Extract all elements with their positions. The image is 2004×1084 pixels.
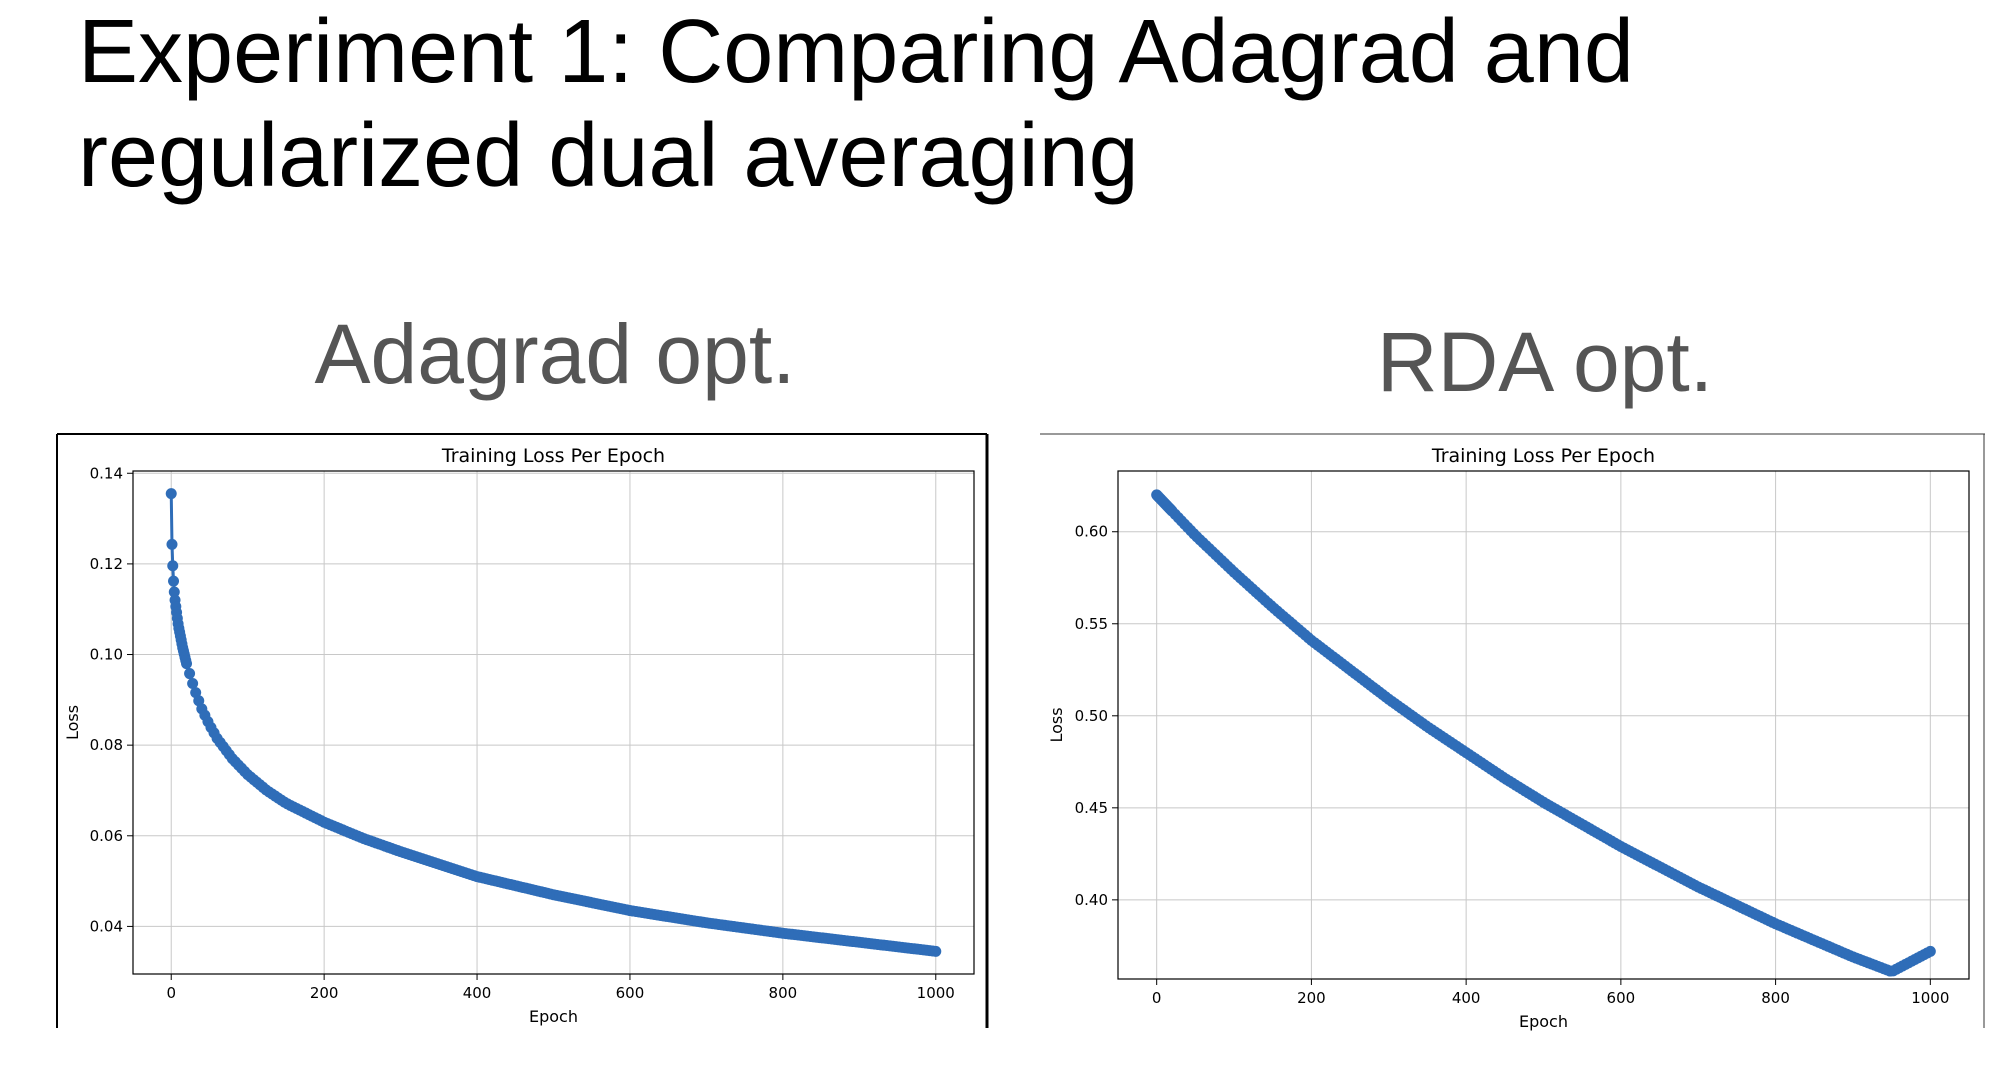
x-tick-label: 400 <box>463 984 492 1002</box>
x-tick-label: 1000 <box>917 984 955 1002</box>
loss-point <box>1924 945 1936 957</box>
plot-area-border <box>1117 470 1970 980</box>
y-tick-label: 0.55 <box>1075 615 1108 633</box>
y-tick-label: 0.14 <box>90 464 123 482</box>
loss-point <box>181 658 193 670</box>
x-axis-label: Epoch <box>1519 1012 1568 1031</box>
adagrad-loss-chart: 0 200 400 600 800 1000 0.04 0.06 0.08 0.10 0.12 0.1… <box>56 433 989 1028</box>
loss-point <box>168 575 180 587</box>
y-tick-label: 0.12 <box>90 555 123 573</box>
loss-point <box>168 586 180 598</box>
x-tick-label: 200 <box>310 984 339 1002</box>
y-tick-label: 0.45 <box>1075 799 1108 817</box>
x-tick-label: 0 <box>1152 989 1162 1007</box>
chart-title: Training Loss Per Epoch <box>1431 445 1655 467</box>
adagrad-heading: Adagrad opt. <box>314 307 796 401</box>
y-tick-label: 0.10 <box>90 646 123 664</box>
y-axis-label: Loss <box>1047 707 1066 742</box>
slide-title-line-1: Experiment 1: Comparing Adagrad and <box>78 2 1634 102</box>
loss-point <box>167 560 179 572</box>
x-tick-label: 800 <box>769 984 798 1002</box>
loss-point <box>184 668 196 680</box>
loss-point <box>165 488 177 500</box>
loss-point <box>166 538 178 550</box>
rda-loss-chart: 0 200 400 600 800 1000 0.40 0.45 0.50 0.55 0.60 Tra… <box>1040 433 1985 1031</box>
chart-title: Training Loss Per Epoch <box>441 445 665 467</box>
x-tick-label: 200 <box>1297 989 1326 1007</box>
y-tick-label: 0.06 <box>90 827 123 845</box>
y-tick-label: 0.04 <box>90 917 123 935</box>
loss-point <box>930 945 942 957</box>
y-tick-label: 0.60 <box>1075 523 1108 541</box>
y-axis-label: Loss <box>63 705 82 740</box>
x-tick-label: 400 <box>1452 989 1481 1007</box>
plot-area-border <box>132 470 975 975</box>
loss-curve-line <box>169 492 938 953</box>
y-tick-label: 0.50 <box>1075 707 1108 725</box>
x-tick-label: 0 <box>166 984 176 1002</box>
slide-title: Experiment 1: Comparing Adagrad and regu… <box>78 0 1878 208</box>
x-axis-label: Epoch <box>529 1007 578 1026</box>
y-tick-label: 0.40 <box>1075 891 1108 909</box>
x-tick-label: 1000 <box>1911 989 1949 1007</box>
y-tick-label: 0.08 <box>90 736 123 754</box>
slide-title-line-2: regularized dual averaging <box>78 106 1139 206</box>
x-tick-label: 800 <box>1761 989 1790 1007</box>
rda-heading: RDA opt. <box>1376 315 1714 409</box>
x-tick-label: 600 <box>616 984 645 1002</box>
loss-point <box>187 678 199 690</box>
x-tick-label: 600 <box>1607 989 1636 1007</box>
